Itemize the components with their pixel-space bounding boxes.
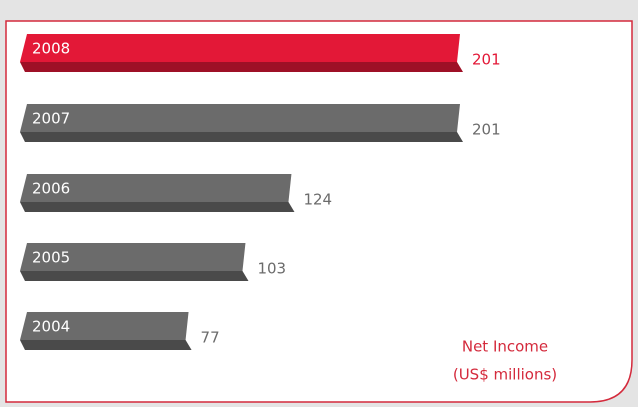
bar-shade <box>20 202 295 212</box>
category-label: 2005 <box>32 249 70 267</box>
category-label: 2004 <box>32 318 70 336</box>
bar-shade <box>20 132 463 142</box>
bar <box>20 104 460 132</box>
category-label: 2007 <box>32 110 70 128</box>
chart-subtitle: (US$ millions) <box>453 366 557 384</box>
bar-side <box>20 340 192 350</box>
bar-side <box>20 62 463 72</box>
chart-title: Net Income <box>462 338 548 356</box>
value-label: 77 <box>201 329 220 347</box>
value-label: 201 <box>472 121 501 139</box>
bar <box>20 243 246 271</box>
bar-side <box>20 202 295 212</box>
value-label: 124 <box>303 191 332 209</box>
bar-shade <box>20 340 192 350</box>
bar-side <box>20 132 463 142</box>
bar-shade <box>20 271 249 281</box>
bar <box>20 312 189 340</box>
value-label: 201 <box>472 51 501 69</box>
bar <box>20 34 460 62</box>
category-label: 2006 <box>32 180 70 198</box>
bar-side <box>20 271 249 281</box>
value-label: 103 <box>257 260 286 278</box>
bar <box>20 174 292 202</box>
category-label: 2008 <box>32 40 70 58</box>
bar-shade <box>20 62 463 72</box>
